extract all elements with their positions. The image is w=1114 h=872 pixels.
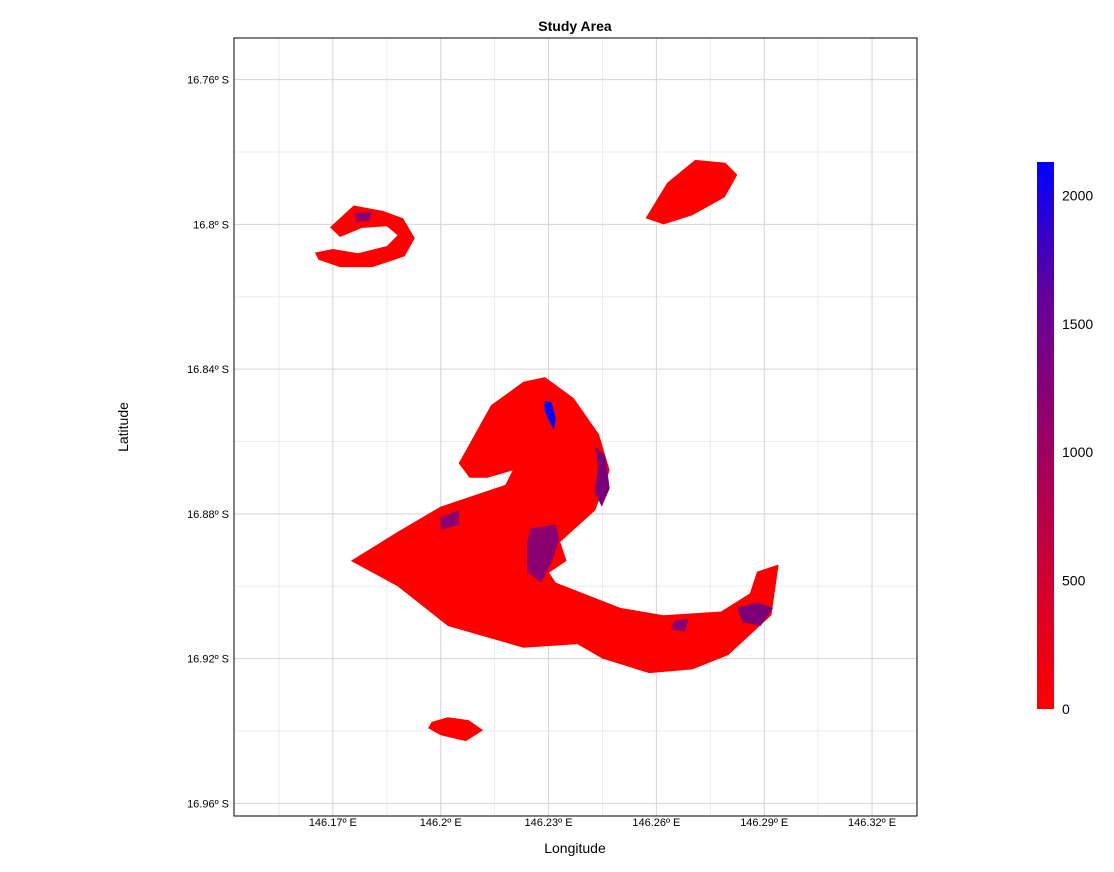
x-tick-label: 146.29º E [740,817,788,829]
raster-region [314,205,415,268]
x-tick-label: 146.23º E [525,817,573,829]
x-tick-label: 146.32º E [848,817,896,829]
y-tick-label: 16.76º S [187,75,229,87]
y-axis-label: Latitude [115,402,131,452]
colorbar-tick-label: 0 [1062,701,1070,717]
raster-region [350,377,779,674]
colorbar-tick-label: 2000 [1062,187,1093,203]
raster-region [527,524,560,583]
raster-region [645,159,738,225]
y-tick-label: 16.92º S [187,654,229,666]
y-axis-ticks: 16.76º S 16.8º S 16.84º S 16.88º S 16.92… [187,75,229,811]
colorbar: 0 500 1000 1500 2000 [1037,162,1093,717]
x-tick-label: 146.26º E [632,817,680,829]
x-tick-label: 146.2º E [420,817,462,829]
raster-region [440,510,459,531]
colorbar-tick-label: 500 [1062,573,1086,589]
raster-region [354,211,373,222]
x-axis-label: Longitude [544,840,606,856]
raster-region [594,446,610,507]
raster-region [670,618,689,632]
raster-region [737,602,774,626]
chart-title: Study Area [538,18,612,34]
y-tick-label: 16.96º S [187,798,229,810]
y-tick-label: 16.8º S [193,219,229,231]
y-tick-label: 16.88º S [187,509,229,521]
colorbar-tick-label: 1500 [1062,316,1093,332]
colorbar-tick-label: 1000 [1062,444,1093,460]
colorbar-ticks: 0 500 1000 1500 2000 [1062,187,1093,717]
plot-frame [233,37,918,817]
raster-regions [314,159,779,742]
x-tick-label: 146.17º E [309,817,357,829]
colorbar-gradient [1037,162,1054,709]
raster-region [428,717,484,742]
y-tick-label: 16.84º S [187,364,229,376]
x-axis-ticks: 146.17º E 146.2º E 146.23º E 146.26º E 1… [309,817,896,829]
raster-region [544,400,556,430]
